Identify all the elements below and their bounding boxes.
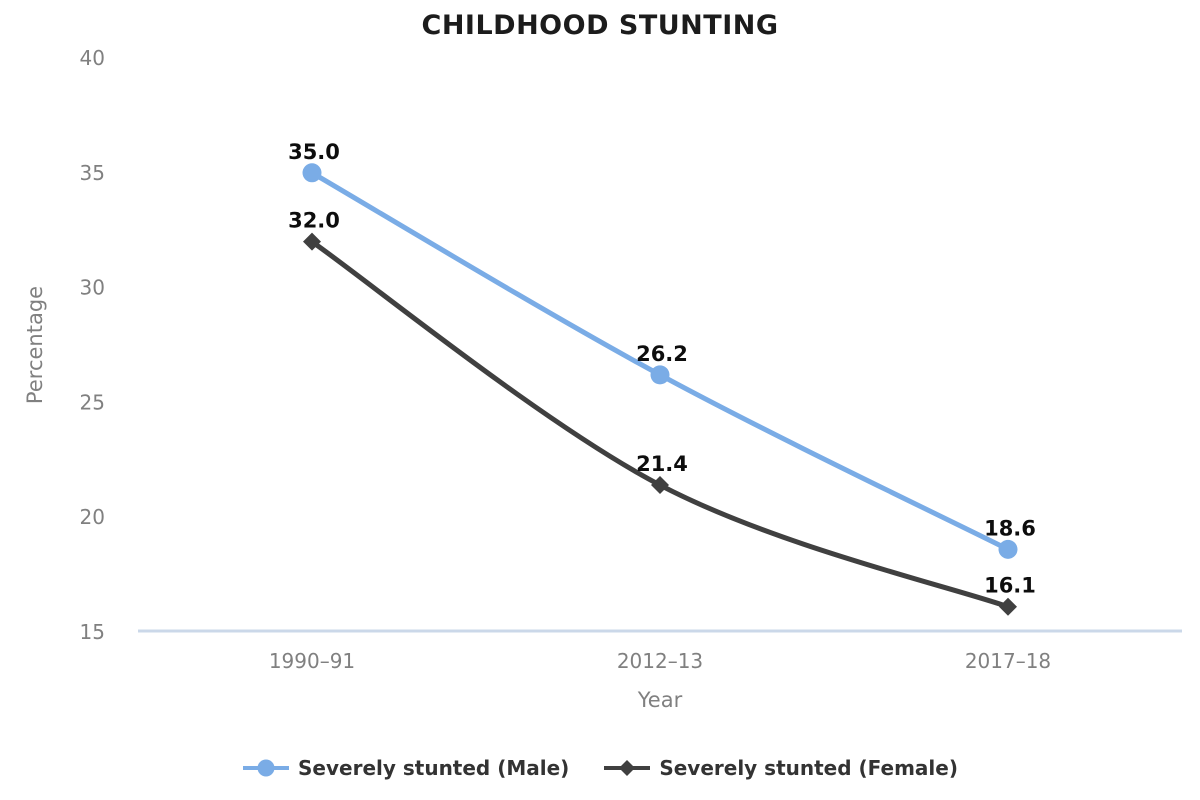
y-tick-label: 40 [80,46,105,70]
y-tick-label: 15 [80,620,105,644]
x-tick-label: 2017–18 [965,649,1051,673]
marker-diamond [303,232,321,251]
value-label: 26.2 [636,342,688,366]
marker-circle [302,163,322,183]
value-label: 32.0 [288,209,340,233]
x-axis-title: Year [637,688,683,712]
x-tick-label: 2012–13 [617,649,703,673]
x-tick-label: 1990–91 [269,649,355,673]
marker-circle [998,539,1018,559]
marker-diamond [651,476,669,495]
legend-item-female[interactable]: Severely stunted (Female) [603,756,958,780]
value-label: 16.1 [984,574,1036,598]
marker-diamond [999,597,1017,616]
y-tick-label: 30 [80,276,105,300]
legend-label-male: Severely stunted (Male) [298,756,570,780]
legend-item-male[interactable]: Severely stunted (Male) [242,756,569,780]
legend-marker-female-icon [604,760,651,776]
y-axis-title: Percentage [23,286,47,404]
y-tick-label: 25 [80,390,105,414]
line-chart-plot: 15 20 25 30 35 40 1990–91 2012–13 2017–18 Year Per… [23,46,1182,712]
marker-circle [650,365,670,385]
chart-title: CHILDHOOD STUNTING [421,10,779,41]
series-line-1 [309,239,1011,610]
y-tick-label: 35 [80,161,105,185]
legend-marker-male-icon [243,759,290,777]
value-label: 21.4 [636,452,688,476]
y-tick-label: 20 [80,505,105,529]
value-label: 18.6 [984,516,1036,540]
legend: Severely stunted (Male) Severely stunted… [0,756,1200,780]
legend-label-female: Severely stunted (Female) [659,756,958,780]
value-label: 35.0 [288,140,340,164]
